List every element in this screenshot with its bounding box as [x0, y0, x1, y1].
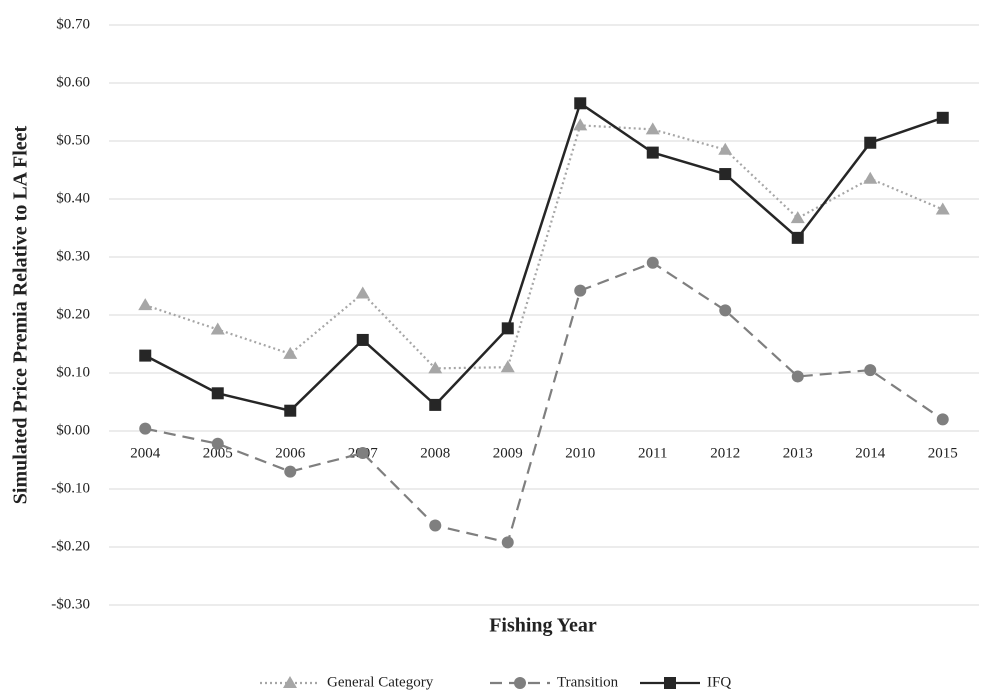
x-axis-label: Fishing Year: [489, 615, 597, 637]
point: [428, 361, 443, 374]
point: [791, 231, 804, 244]
x-tick-label: 2008: [420, 445, 450, 461]
point: [356, 447, 369, 460]
point: [211, 387, 224, 400]
legend-label: Transition: [557, 674, 619, 690]
point: [210, 322, 225, 335]
point: [719, 168, 732, 181]
point: [500, 360, 515, 373]
point: [211, 437, 224, 450]
y-tick-label: $0.70: [56, 16, 90, 32]
point: [936, 111, 949, 124]
x-tick-label: 2006: [275, 445, 306, 461]
point: [284, 404, 297, 417]
series-line: [145, 261, 944, 544]
y-axis-label: Simulated Price Premia Relative to LA Fl…: [10, 125, 32, 504]
y-tick-label: -$0.10: [51, 480, 90, 496]
point: [864, 136, 877, 149]
y-tick-label: $0.30: [56, 248, 90, 264]
x-tick-label: 2005: [203, 445, 233, 461]
point: [138, 298, 153, 311]
y-tick-label: $0.50: [56, 132, 90, 148]
point: [284, 465, 297, 478]
legend-item: General Category: [260, 674, 434, 690]
legend-label: IFQ: [707, 674, 731, 690]
series-line: [144, 101, 944, 413]
legend-marker: [283, 676, 297, 688]
x-tick-label: 2010: [565, 445, 595, 461]
point: [501, 322, 514, 335]
point: [863, 171, 878, 184]
legend-marker: [664, 677, 676, 689]
legend-item: IFQ: [640, 674, 731, 690]
y-tick-label: $0.60: [56, 74, 90, 90]
legend-label: General Category: [327, 674, 434, 690]
x-tick-label: 2011: [638, 445, 667, 461]
y-tick-label: $0.00: [56, 422, 90, 438]
x-tick-label: 2004: [130, 445, 161, 461]
point: [429, 519, 442, 532]
point: [574, 97, 587, 110]
point: [574, 284, 587, 297]
point: [501, 536, 514, 549]
point: [718, 142, 733, 155]
x-tick-label: 2014: [855, 445, 886, 461]
point: [355, 286, 370, 299]
x-tick-label: 2009: [493, 445, 523, 461]
y-tick-label: -$0.20: [51, 538, 90, 554]
point: [356, 333, 369, 346]
point: [429, 398, 442, 411]
point: [139, 349, 152, 362]
point: [645, 122, 660, 135]
y-tick-label: $0.10: [56, 364, 90, 380]
point: [139, 422, 152, 435]
point: [646, 146, 659, 159]
point: [646, 256, 659, 269]
legend-marker: [514, 677, 526, 689]
point: [790, 211, 805, 224]
legend-item: Transition: [490, 674, 619, 690]
y-tick-label: -$0.30: [51, 596, 90, 612]
point: [719, 304, 732, 317]
point: [936, 413, 949, 426]
point: [935, 202, 950, 215]
point: [791, 370, 804, 383]
y-tick-label: $0.40: [56, 190, 90, 206]
series-line: [144, 124, 944, 370]
point: [573, 118, 588, 131]
x-tick-label: 2015: [928, 445, 958, 461]
x-tick-label: 2012: [710, 445, 740, 461]
y-tick-label: $0.20: [56, 306, 90, 322]
point: [864, 364, 877, 377]
x-tick-label: 2013: [783, 445, 813, 461]
point: [283, 346, 298, 359]
